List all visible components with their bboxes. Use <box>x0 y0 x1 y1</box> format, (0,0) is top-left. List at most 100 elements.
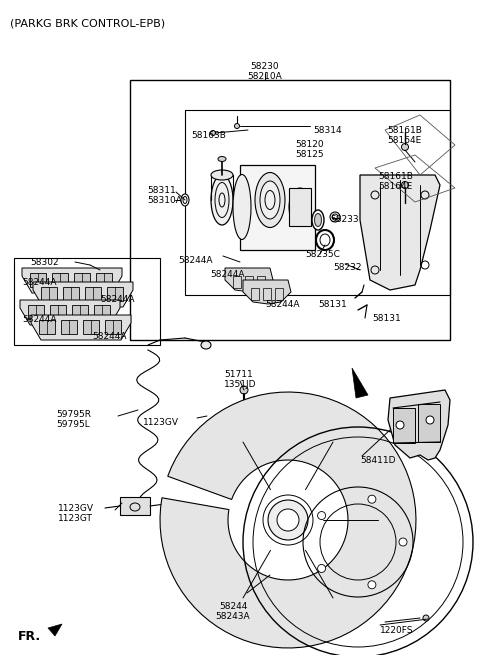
Ellipse shape <box>181 194 189 206</box>
Text: 58314: 58314 <box>313 126 342 135</box>
Text: 58161B
58164E: 58161B 58164E <box>387 126 422 145</box>
Ellipse shape <box>368 581 376 589</box>
Ellipse shape <box>255 172 285 227</box>
Ellipse shape <box>318 565 325 572</box>
Text: 58131: 58131 <box>372 314 401 323</box>
Bar <box>83 320 99 334</box>
Text: (PARKG BRK CONTROL-EPB): (PARKG BRK CONTROL-EPB) <box>10 18 165 28</box>
Bar <box>50 305 66 319</box>
Bar <box>41 287 57 301</box>
Text: 58230
58210A: 58230 58210A <box>248 62 282 81</box>
Text: 58232: 58232 <box>333 263 361 272</box>
Ellipse shape <box>211 130 216 136</box>
Ellipse shape <box>401 143 408 151</box>
Text: 1123GV: 1123GV <box>143 418 179 427</box>
Polygon shape <box>22 268 122 293</box>
Bar <box>14 258 160 345</box>
Bar <box>105 320 121 334</box>
Ellipse shape <box>396 421 404 429</box>
Ellipse shape <box>235 124 240 128</box>
Ellipse shape <box>330 212 340 222</box>
Bar <box>257 276 265 288</box>
Text: 59795R
59795L: 59795R 59795L <box>56 410 91 430</box>
Polygon shape <box>33 282 133 307</box>
Bar <box>275 288 283 300</box>
Bar <box>28 305 44 319</box>
Text: 58244A: 58244A <box>265 300 300 309</box>
Text: 58244A: 58244A <box>178 256 213 265</box>
Ellipse shape <box>277 509 299 531</box>
Text: 58411D: 58411D <box>360 456 396 465</box>
Text: 58233: 58233 <box>330 215 359 224</box>
Ellipse shape <box>312 210 324 230</box>
Bar <box>72 305 88 319</box>
Polygon shape <box>48 624 62 636</box>
Ellipse shape <box>399 538 407 546</box>
Ellipse shape <box>316 230 334 250</box>
Bar <box>94 305 110 319</box>
Ellipse shape <box>211 175 233 225</box>
Bar <box>240 165 315 250</box>
Bar <box>52 273 68 287</box>
Text: 58131: 58131 <box>318 300 347 309</box>
Bar <box>245 276 253 288</box>
Text: 58244A: 58244A <box>100 295 134 304</box>
Bar <box>96 273 112 287</box>
Bar <box>418 404 440 442</box>
Polygon shape <box>160 392 416 648</box>
Ellipse shape <box>289 188 311 226</box>
Bar <box>120 497 150 515</box>
Polygon shape <box>225 268 273 292</box>
Ellipse shape <box>211 170 233 180</box>
Text: 58244A: 58244A <box>22 278 57 287</box>
Bar <box>74 273 90 287</box>
Polygon shape <box>360 175 440 290</box>
Polygon shape <box>31 315 131 340</box>
Text: 58302: 58302 <box>30 258 59 267</box>
Bar <box>393 408 415 443</box>
Bar <box>251 288 259 300</box>
Ellipse shape <box>260 181 280 219</box>
Bar <box>289 188 311 226</box>
Text: 58163B: 58163B <box>191 131 226 140</box>
Ellipse shape <box>218 157 226 162</box>
Ellipse shape <box>241 417 251 422</box>
Bar <box>185 110 450 295</box>
Bar <box>85 287 101 301</box>
Text: 58235C: 58235C <box>305 250 340 259</box>
Text: 58244A: 58244A <box>210 270 244 279</box>
Bar <box>39 320 55 334</box>
Text: 1220FS: 1220FS <box>380 626 413 635</box>
Ellipse shape <box>401 181 408 189</box>
Ellipse shape <box>423 615 429 621</box>
Text: 1123GV
1123GT: 1123GV 1123GT <box>58 504 94 523</box>
Bar <box>63 287 79 301</box>
Polygon shape <box>243 280 291 304</box>
Bar <box>107 287 123 301</box>
Ellipse shape <box>240 386 248 394</box>
Ellipse shape <box>318 512 325 519</box>
Text: 51711
1351JD: 51711 1351JD <box>224 370 256 390</box>
Text: 58244A: 58244A <box>92 332 127 341</box>
Bar <box>30 273 46 287</box>
Text: 58244
58243A: 58244 58243A <box>216 602 250 622</box>
Ellipse shape <box>268 500 308 540</box>
Ellipse shape <box>426 416 434 424</box>
Ellipse shape <box>368 495 376 503</box>
Ellipse shape <box>201 341 211 349</box>
Bar <box>61 320 77 334</box>
Bar <box>263 288 271 300</box>
Text: 58311
58310A: 58311 58310A <box>147 186 182 206</box>
Text: 58161B
58164E: 58161B 58164E <box>378 172 413 191</box>
Ellipse shape <box>320 234 330 246</box>
Polygon shape <box>352 368 368 398</box>
Bar <box>233 276 241 288</box>
Text: 58120
58125: 58120 58125 <box>295 140 324 159</box>
Ellipse shape <box>314 214 322 227</box>
Text: FR.: FR. <box>18 630 41 643</box>
Polygon shape <box>20 300 120 325</box>
Bar <box>130 80 450 340</box>
Polygon shape <box>388 390 450 460</box>
Ellipse shape <box>233 174 251 240</box>
Text: 58244A: 58244A <box>22 315 57 324</box>
